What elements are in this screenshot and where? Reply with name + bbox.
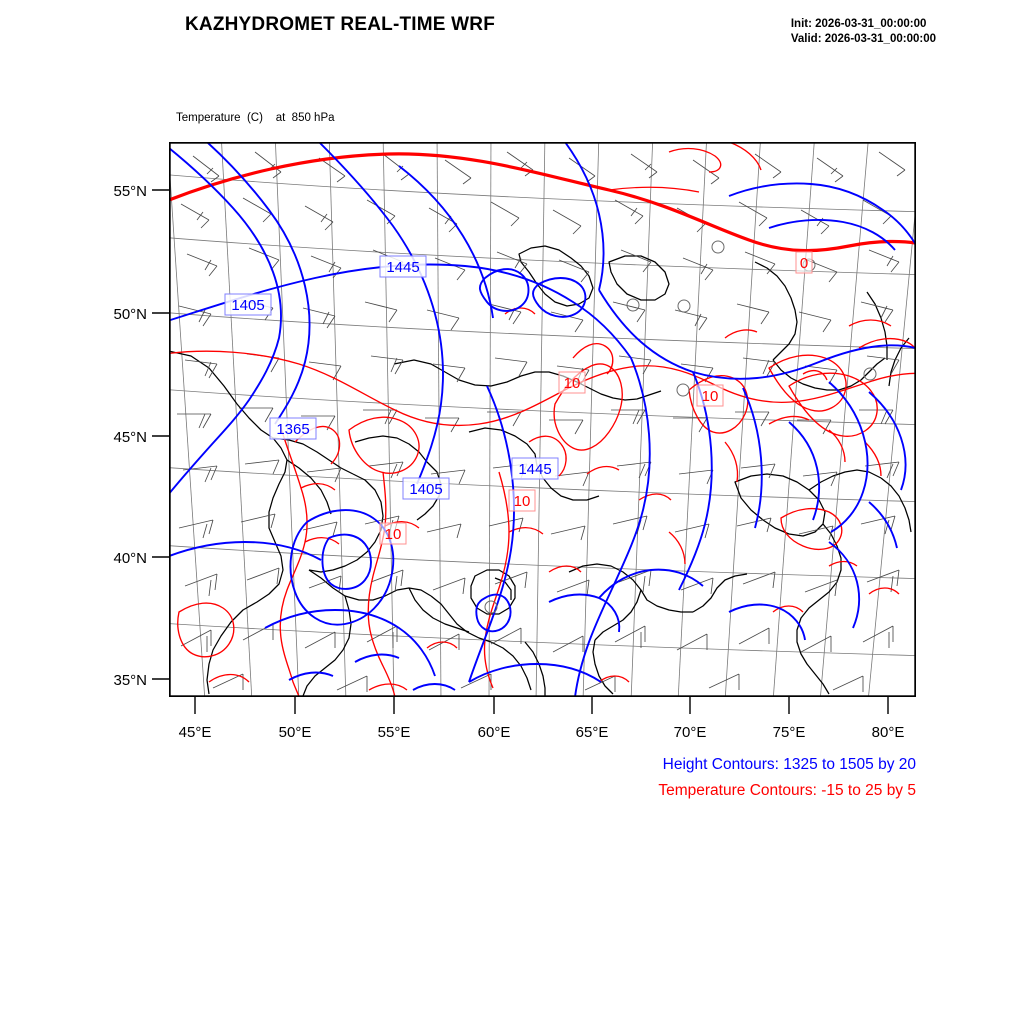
legend-height-contours: Height Contours: 1325 to 1505 by 20 <box>662 756 916 773</box>
height-contour-labels: 1405 1445 1365 1405 1445 <box>224 255 559 500</box>
svg-text:50°E: 50°E <box>279 724 312 741</box>
svg-text:0: 0 <box>800 255 808 272</box>
variable-temperature: Temperature (C) at 850 hPa <box>176 112 335 124</box>
svg-text:80°E: 80°E <box>872 724 905 741</box>
svg-text:40°N: 40°N <box>113 550 147 567</box>
contour-legend: Height Contours: 1325 to 1505 by 20 Temp… <box>658 752 916 804</box>
temperature-contour-labels: 0 10 10 10 10 <box>379 251 813 545</box>
height-label-1445-e: 1445 <box>511 457 559 480</box>
page-title: KAZHYDROMET REAL-TIME WRF <box>184 14 496 35</box>
lon-tick-marks <box>194 697 889 714</box>
temp-label-10-c: 10 <box>558 371 586 394</box>
temp-label-0-ne: 0 <box>795 251 813 274</box>
temperature-contours <box>169 142 916 697</box>
height-contours <box>169 142 916 697</box>
svg-text:75°E: 75°E <box>773 724 806 741</box>
lat-tick-marks <box>152 189 169 680</box>
lon-tick-labels: 45°E 50°E 55°E 60°E 65°E 70°E 75°E 80°E <box>179 724 905 741</box>
valid-time: Valid: 2026-03-31_00:00:00 <box>790 33 936 45</box>
map-panel[interactable]: 1405 1445 1365 1405 1445 0 10 10 <box>169 142 916 697</box>
svg-text:60°E: 60°E <box>478 724 511 741</box>
svg-text:55°E: 55°E <box>378 724 411 741</box>
map-frame-border <box>169 142 916 697</box>
temp-label-10-s: 10 <box>508 489 536 512</box>
svg-text:70°E: 70°E <box>674 724 707 741</box>
coastlines-and-borders <box>169 245 912 697</box>
svg-text:65°E: 65°E <box>576 724 609 741</box>
height-label-1365-w: 1365 <box>269 417 317 440</box>
svg-text:10: 10 <box>564 375 581 392</box>
svg-text:10: 10 <box>514 493 531 510</box>
svg-text:45°N: 45°N <box>113 429 147 446</box>
run-timestamps: Init: 2026-03-31_00:00:00 Valid: 2026-03… <box>791 17 936 47</box>
lat-tick-labels: 55°N 50°N 45°N 40°N 35°N <box>113 183 147 689</box>
height-label-1405-c: 1405 <box>402 477 450 500</box>
svg-text:1445: 1445 <box>386 259 419 276</box>
svg-text:50°N: 50°N <box>113 306 147 323</box>
height-label-1405-nw: 1405 <box>224 293 272 316</box>
svg-text:45°E: 45°E <box>179 724 212 741</box>
weather-map-svg[interactable]: 1405 1445 1365 1405 1445 0 10 10 <box>169 142 916 697</box>
temp-label-10-e: 10 <box>696 384 724 407</box>
svg-text:35°N: 35°N <box>113 672 147 689</box>
svg-text:1405: 1405 <box>231 297 264 314</box>
legend-temperature-contours: Temperature Contours: -15 to 25 by 5 <box>658 782 916 799</box>
height-label-1445-n: 1445 <box>379 255 427 278</box>
temp-label-10-sw: 10 <box>379 522 407 545</box>
svg-text:1405: 1405 <box>409 481 442 498</box>
wind-barbs <box>177 151 906 692</box>
svg-text:1445: 1445 <box>518 461 551 478</box>
init-time: Init: 2026-03-31_00:00:00 <box>790 18 927 30</box>
svg-text:10: 10 <box>385 526 402 543</box>
station-markers <box>484 240 877 614</box>
svg-text:55°N: 55°N <box>113 183 147 200</box>
svg-text:1365: 1365 <box>276 421 309 438</box>
svg-text:10: 10 <box>702 388 719 405</box>
